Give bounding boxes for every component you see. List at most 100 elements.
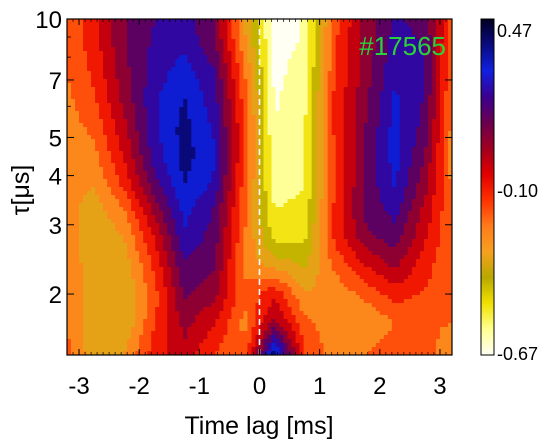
heatmap-cell [231,71,237,76]
heatmap-cell [211,59,216,64]
heatmap-cell [247,67,253,72]
heatmap-cell [295,175,301,180]
heatmap-cell [263,67,269,72]
heatmap-cell [87,203,92,208]
heatmap-cell [91,123,96,128]
heatmap-cell [291,39,297,44]
heatmap-cell [91,131,96,136]
heatmap-cell [259,171,265,176]
heatmap-cell [127,179,132,184]
heatmap-cell [259,83,265,88]
heatmap-cell [295,87,301,92]
heatmap-cell [267,139,273,144]
heatmap-cell [171,331,176,336]
heatmap-cell [215,119,220,124]
heatmap-cell [263,143,269,148]
heatmap-cell [155,203,160,208]
heatmap-cell [275,311,281,316]
heatmap-cell [155,103,160,108]
heatmap-cell [275,287,281,292]
heatmap-cell [119,243,124,248]
heatmap-cell [219,75,225,80]
heatmap-cell [267,203,273,208]
heatmap-cell [191,27,196,32]
heatmap-cell [167,139,172,144]
heatmap-cell [151,255,156,260]
heatmap-cell [299,231,305,236]
heatmap-cell [275,247,281,252]
heatmap-cell [179,135,184,140]
heatmap-cell [291,191,297,196]
heatmap-cell [267,323,273,328]
heatmap-cell [83,243,88,248]
heatmap-cell [167,127,172,132]
heatmap-cell [215,287,220,292]
heatmap-cell [243,199,249,204]
heatmap-cell [151,47,156,52]
heatmap-cell [119,51,124,56]
heatmap-cell [159,307,164,312]
heatmap-cell [119,303,124,308]
heatmap-cell [303,75,309,80]
heatmap-cell [87,199,92,204]
heatmap-cell [231,251,237,256]
heatmap-cell [255,63,261,68]
heatmap-cell [171,147,176,152]
heatmap-cell [123,39,128,44]
heatmap-cell [219,107,225,112]
heatmap-cell [231,91,237,96]
heatmap-cell [187,243,192,248]
heatmap-cell [243,331,249,336]
heatmap-cell [143,79,148,84]
heatmap-cell [99,111,104,116]
heatmap-cell [279,39,285,44]
heatmap-cell [255,127,261,132]
heatmap-cell [211,227,216,232]
heatmap-cell [291,79,297,84]
heatmap-cell [203,315,208,320]
heatmap-cell [143,307,148,312]
heatmap-cell [223,299,229,304]
heatmap-cell [263,227,269,232]
heatmap-cell [67,247,72,252]
heatmap-cell [255,175,261,180]
heatmap-cell [279,111,285,116]
heatmap-cell [191,251,196,256]
heatmap-cell [95,267,100,272]
heatmap-cell [191,331,196,336]
heatmap-cell [223,163,229,168]
heatmap-cell [87,39,92,44]
heatmap-cell [95,139,100,144]
heatmap-cell [295,119,301,124]
heatmap-cell [191,151,196,156]
heatmap-cell [231,195,237,200]
heatmap-cell [79,39,84,44]
heatmap-cell [79,51,84,56]
heatmap-cell [191,327,196,332]
heatmap-cell [83,251,88,256]
heatmap-cell [87,171,92,176]
heatmap-cell [167,171,172,176]
heatmap-cell [75,307,80,312]
heatmap-cell [287,27,293,32]
heatmap-cell [131,291,136,296]
heatmap-cell [283,291,289,296]
heatmap-cell [87,147,92,152]
heatmap-cell [251,279,257,284]
heatmap-cell [195,215,200,220]
heatmap-cell [171,259,176,264]
heatmap-cell [247,171,253,176]
heatmap-cell [115,119,120,124]
heatmap-cell [123,147,128,152]
heatmap-cell [291,287,297,292]
heatmap-cell [179,23,184,28]
heatmap-cell [211,151,216,156]
heatmap-cell [279,71,285,76]
heatmap-cell [207,291,212,296]
heatmap-cell [115,263,120,268]
heatmap-cell [191,235,196,240]
heatmap-cell [211,171,216,176]
heatmap-cell [187,115,192,120]
heatmap-cell [115,91,120,96]
heatmap-cell [103,103,108,108]
